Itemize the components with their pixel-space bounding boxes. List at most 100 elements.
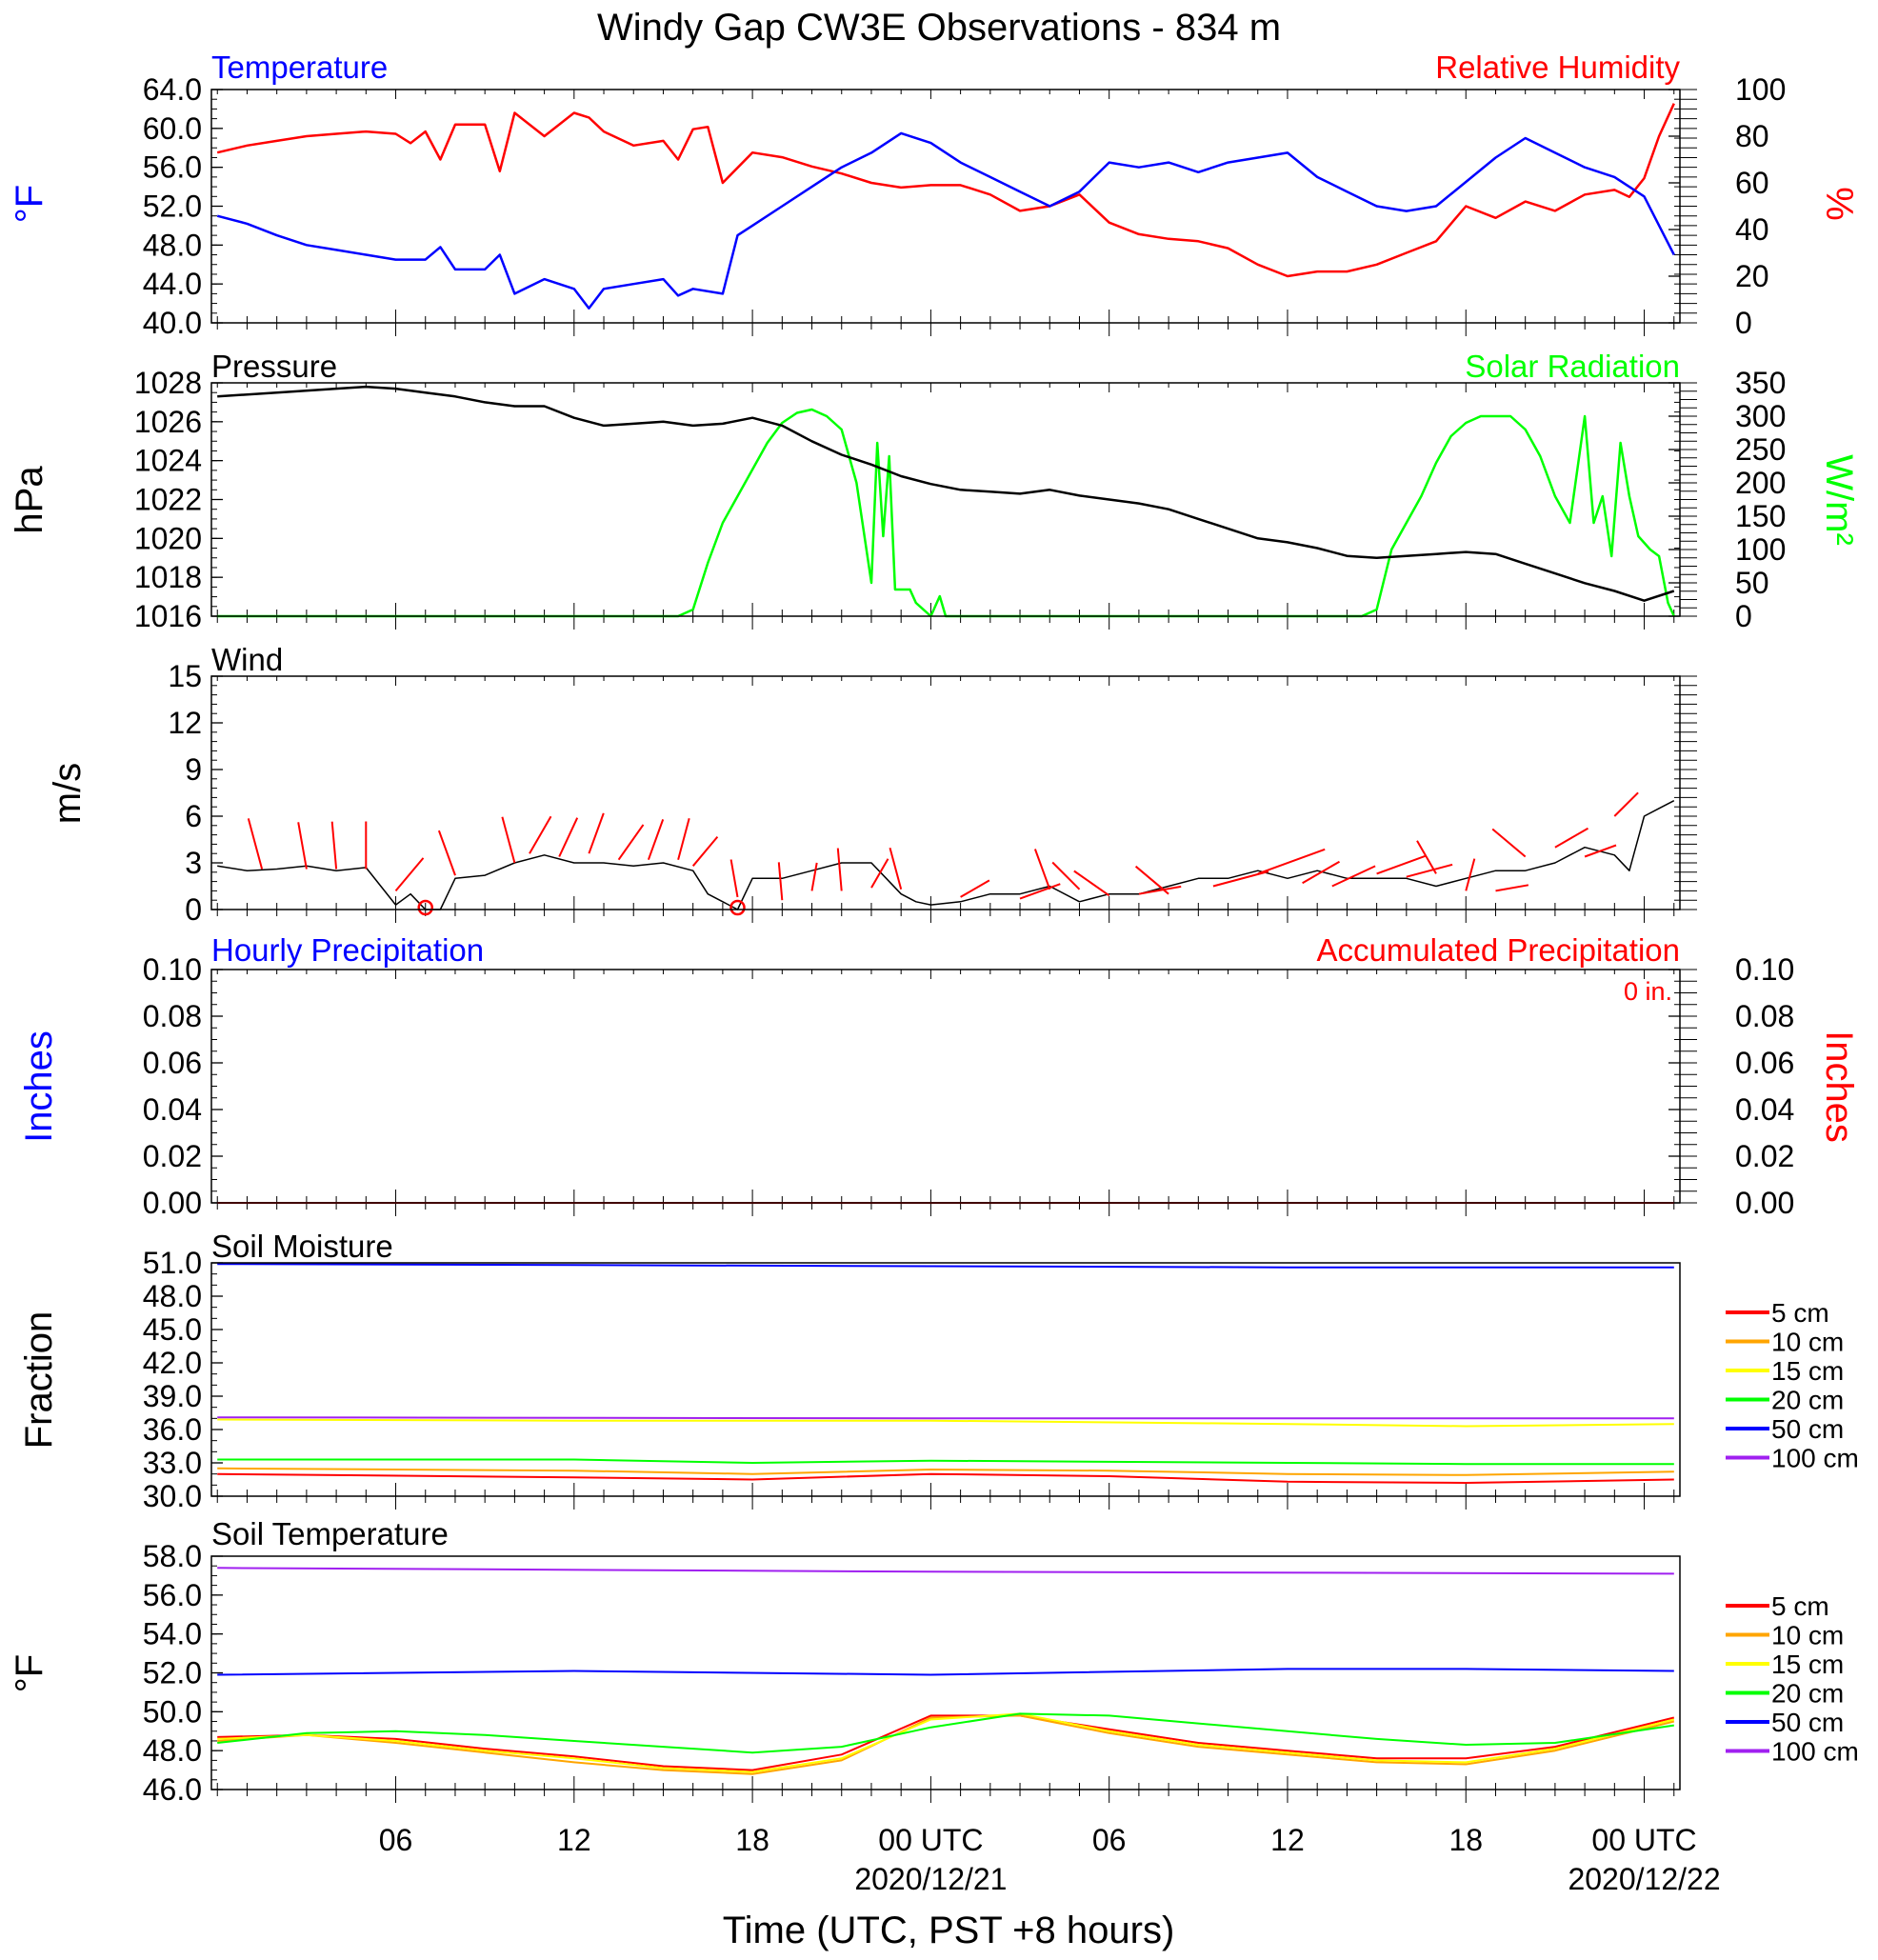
y2-tick-label: 0.04 [1735,1092,1794,1127]
wind-barb [1584,844,1617,858]
y2-tick-label: 50 [1735,566,1769,600]
y-tick-label: 33.0 [143,1446,202,1480]
wind-barb [889,848,903,890]
wind-barb [729,859,739,898]
y2-tick-label: 0.08 [1735,999,1794,1033]
wind-barb [1302,860,1341,885]
solar-axis-unit: W/m² [1818,454,1860,546]
calm-wind-circle [729,899,746,916]
wind-barb [1465,858,1476,891]
soil-moisture-line-100cm [217,1416,1674,1420]
wind-barb [501,816,516,864]
wind-barb [1406,863,1453,878]
soil-moisture-plot-frame [210,1262,1681,1497]
y2-tick-label: 0 [1735,599,1752,633]
y-tick-label: 56.0 [143,1578,202,1612]
wind-barbs [247,791,1639,916]
y-tick-label: 0 [185,892,202,927]
wind-barb [330,821,338,870]
wind-axis-unit: m/s [47,763,89,824]
soil-temperature-lines [217,1567,1675,1775]
humidity-axis-unit: % [1818,187,1860,221]
y-tick-label: 6 [185,799,202,833]
soil-temperature-line-15cm [217,1712,1675,1773]
time-axis: 06 12 18 00 UTC 2020/12/21 06 12 18 00 UTC 2020/1… [379,1823,1721,1896]
panel-soil-moisture: Soil Moisture Fraction 51.048.045.042.03… [18,1229,1859,1513]
accumulated-precip-title: Accumulated Precipitation [1316,932,1680,968]
soil-temperature-line-5cm [217,1714,1675,1771]
legend-label-50cm: 50 cm [1771,1708,1844,1737]
y-tick-label: 52.0 [143,190,202,224]
legend-label-100cm: 100 cm [1771,1444,1859,1473]
wind-barb [1033,849,1051,890]
humidity-line [216,103,1675,278]
wind-barb [247,818,264,870]
wind-barb [1554,827,1589,849]
panel-pressure-solar: Pressure Solar Radiation hPa W/m² 1028 10… [9,349,1860,633]
wind-plot-frame [210,675,1681,910]
x-tick-label: 12 [1270,1823,1305,1857]
soil-moisture-axis-unit: Fraction [18,1311,60,1450]
wind-barb [1019,883,1061,900]
wind-barb [1134,865,1169,895]
legend-label-100cm: 100 cm [1771,1737,1859,1767]
y-tick-label: 51.0 [143,1246,202,1280]
y2-tick-label: 80 [1735,119,1769,153]
y-tick-label: 1028 [134,366,202,400]
y-tick-label: 60.0 [143,111,202,146]
y2-tick-label: 0.10 [1735,952,1794,987]
soil-temperature-axis-unit: °F [9,1654,50,1692]
wind-barb [870,858,889,889]
x-tick-label: 06 [379,1823,413,1857]
y-tick-label: 1016 [134,599,202,633]
legend-label-20cm: 20 cm [1771,1386,1844,1415]
x-tick-label: 18 [1448,1823,1483,1857]
x-tick-label: 06 [1092,1823,1127,1857]
y2-tick-label: 150 [1735,499,1786,533]
y-tick-label: 15 [168,659,202,693]
wind-title: Wind [211,642,283,677]
soil-temperature-line-50cm [217,1668,1674,1676]
y-tick-label: 54.0 [143,1617,202,1651]
y2-tick-label: 0 [1735,306,1752,340]
y2-tick-label: 100 [1735,72,1786,107]
y2-tick-label: 20 [1735,259,1769,293]
y-tick-label: 0.02 [143,1139,202,1173]
wind-barb [1613,791,1639,817]
legend-label-10cm: 10 cm [1771,1328,1844,1357]
soil-moisture-lines [217,1263,1674,1484]
wind-barb [529,815,552,854]
y-tick-label: 0.00 [143,1186,202,1220]
soil-temperature-line-10cm [217,1714,1675,1775]
calm-wind-circle [417,899,433,916]
wind-barb [1495,884,1529,892]
y-tick-label: 30.0 [143,1479,202,1513]
soil-moisture-ticks: 51.048.045.042.039.036.033.030.0 [143,1246,1675,1513]
soil-temperature-ticks: 58.0 56.0 54.0 52.0 50.0 48.0 46.0 [143,1539,1675,1807]
y2-tick-label: 100 [1735,532,1786,567]
y-tick-label: 42.0 [143,1346,202,1380]
legend-label-5cm: 5 cm [1771,1298,1829,1328]
y-tick-label: 36.0 [143,1412,202,1447]
legend-label-10cm: 10 cm [1771,1621,1844,1650]
wind-barb [836,848,843,891]
x-tick-label: 12 [557,1823,591,1857]
x-tick-date: 2020/12/22 [1568,1862,1720,1896]
y2-tick-label: 200 [1735,466,1786,500]
wind-barb [394,857,425,892]
wind-barb [588,812,605,854]
y-tick-label: 0.04 [143,1092,202,1127]
humidity-title: Relative Humidity [1435,50,1680,85]
precip-ticks: 0.10 0.08 0.06 0.04 0.02 0.00 0.10 0.08 0.06 0.04… [143,952,1795,1220]
temperature-line [216,131,1675,310]
y2-tick-label: 0.06 [1735,1046,1794,1080]
temperature-plot-frame [210,89,1681,324]
wind-barb [1416,840,1437,874]
pressure-line [217,385,1675,602]
wind-barb [810,862,818,891]
accumulated-precip-axis-unit: Inches [1818,1030,1860,1143]
hourly-precip-title: Hourly Precipitation [211,932,484,968]
y-tick-label: 52.0 [143,1656,202,1690]
